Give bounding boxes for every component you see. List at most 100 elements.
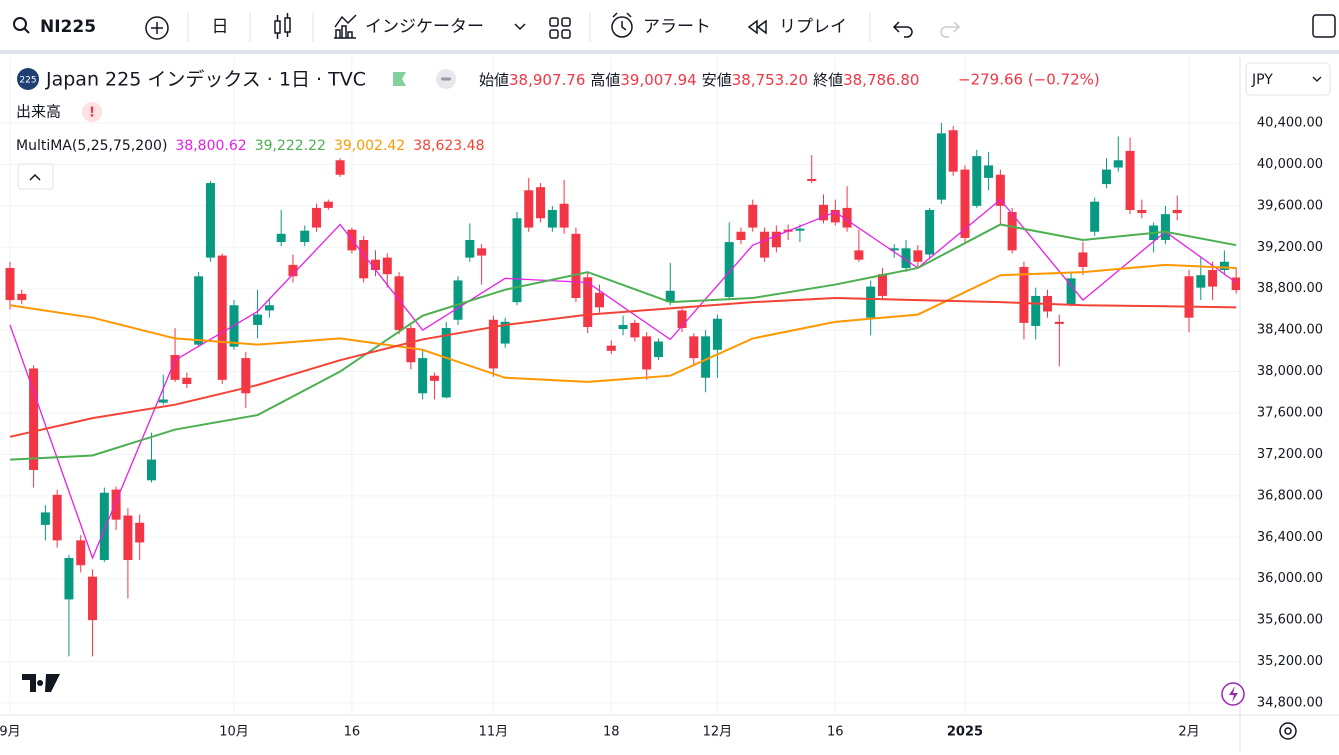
currency-button[interactable] — [1245, 62, 1331, 96]
candle-body — [170, 354, 180, 380]
assistant-icon — [1229, 686, 1238, 702]
candle-body — [712, 318, 722, 350]
candle-body — [359, 240, 369, 279]
candle-body — [536, 187, 546, 219]
status-icon — [441, 77, 451, 81]
candle-body — [583, 277, 593, 328]
candle-body — [559, 203, 569, 228]
ohlc-value: 38,786.80 — [843, 71, 919, 89]
candle-body — [17, 293, 27, 301]
ma-value: 38,800.62 — [175, 138, 246, 154]
add-icon — [145, 16, 169, 40]
warning-mark: ! — [89, 106, 95, 121]
candle-body — [795, 228, 805, 231]
candle-body — [925, 209, 935, 255]
candle-body — [477, 248, 487, 256]
y-tick-label: 36,400.00 — [1257, 530, 1323, 545]
indicators-button[interactable]: インジケーター — [334, 14, 526, 39]
candle-body — [76, 540, 86, 566]
interval-button[interactable]: 日 — [212, 17, 229, 37]
candle-body — [1007, 212, 1017, 251]
replay-label: リプレイ — [779, 17, 847, 37]
candle-body — [524, 190, 534, 228]
candle-body — [123, 515, 133, 561]
candle-body — [995, 174, 1005, 206]
x-tick-label: 12月 — [703, 725, 733, 740]
candle-body — [370, 259, 380, 271]
candle-body — [194, 276, 204, 345]
candle-body — [630, 322, 640, 338]
candle-body — [701, 336, 711, 378]
candle-body — [241, 358, 251, 394]
y-tick-label: 36,000.00 — [1257, 571, 1323, 586]
alert-icon — [611, 16, 633, 38]
symbol-search[interactable]: NI225 — [13, 17, 96, 37]
candle-body — [300, 230, 310, 243]
alert-icon — [612, 12, 632, 31]
candle-body — [1113, 160, 1123, 168]
candle-body — [1219, 261, 1229, 271]
candle-body — [217, 255, 227, 380]
replay-button[interactable]: リプレイ — [747, 17, 847, 37]
volume-label: 出来高 — [16, 103, 61, 121]
candle-body — [1231, 277, 1240, 291]
x-tick-label: 11月 — [479, 725, 509, 740]
candle-body — [1125, 150, 1135, 210]
candle-body — [689, 336, 699, 359]
candle-body — [312, 207, 322, 228]
candle-body — [1054, 321, 1064, 324]
candle-body — [724, 242, 734, 297]
grid — [0, 57, 1240, 715]
y-tick-label: 38,000.00 — [1257, 364, 1323, 379]
alert-button[interactable]: アラート — [611, 12, 711, 38]
candle-body — [382, 257, 392, 275]
candle-body — [182, 377, 192, 384]
y-tick-label: 36,800.00 — [1257, 488, 1323, 503]
layout-button[interactable] — [549, 17, 571, 39]
ma-value: 38,623.48 — [413, 138, 484, 154]
candle-body — [1160, 214, 1170, 241]
candle-body — [335, 160, 345, 175]
candle-body — [760, 231, 770, 258]
chevron — [514, 23, 526, 31]
ohlc-label: 始値 — [479, 71, 509, 89]
chevron — [1312, 76, 1322, 82]
x-tick-label: 18 — [603, 725, 620, 740]
candle-body — [960, 169, 970, 238]
candle-body — [418, 358, 428, 394]
ma-value: 39,222.22 — [255, 138, 326, 154]
settings-button[interactable] — [1279, 722, 1297, 740]
y-tick-label: 38,800.00 — [1257, 281, 1323, 296]
x-tick-label: 16 — [344, 725, 361, 740]
candle-body — [488, 319, 498, 369]
alert-label: アラート — [643, 17, 711, 37]
candle-body — [288, 264, 298, 277]
symbol: NI225 — [40, 17, 96, 37]
candle-body — [5, 267, 15, 301]
layout-icon — [549, 29, 559, 39]
candle-body — [571, 233, 581, 299]
undo-button[interactable] — [892, 21, 913, 38]
search-icon — [13, 17, 27, 31]
tv-logo — [22, 674, 60, 692]
x-tick-label: 16 — [827, 725, 844, 740]
chart-type-button[interactable] — [274, 13, 291, 39]
y-tick-label: 37,200.00 — [1257, 447, 1323, 462]
add-symbol[interactable] — [145, 16, 169, 40]
candle-body — [88, 576, 98, 621]
candle-body — [406, 328, 416, 363]
candle-body — [1208, 270, 1218, 287]
ohlc-legend: 始値38,907.76 高値39,007.94 安値38,753.20 終値38,78… — [479, 71, 919, 89]
candle-body — [1031, 295, 1041, 326]
fullscreen-button[interactable] — [1312, 14, 1336, 38]
candle-body — [595, 292, 604, 308]
warning-icon[interactable] — [82, 102, 102, 122]
candle-body — [276, 233, 286, 243]
candle-body — [253, 314, 263, 325]
candle-body — [984, 165, 994, 178]
redo-button[interactable] — [940, 21, 961, 38]
change: −279.66 (−0.72%) — [958, 71, 1100, 89]
candle-body — [854, 250, 864, 260]
ohlc-label: 安値 — [702, 71, 732, 89]
